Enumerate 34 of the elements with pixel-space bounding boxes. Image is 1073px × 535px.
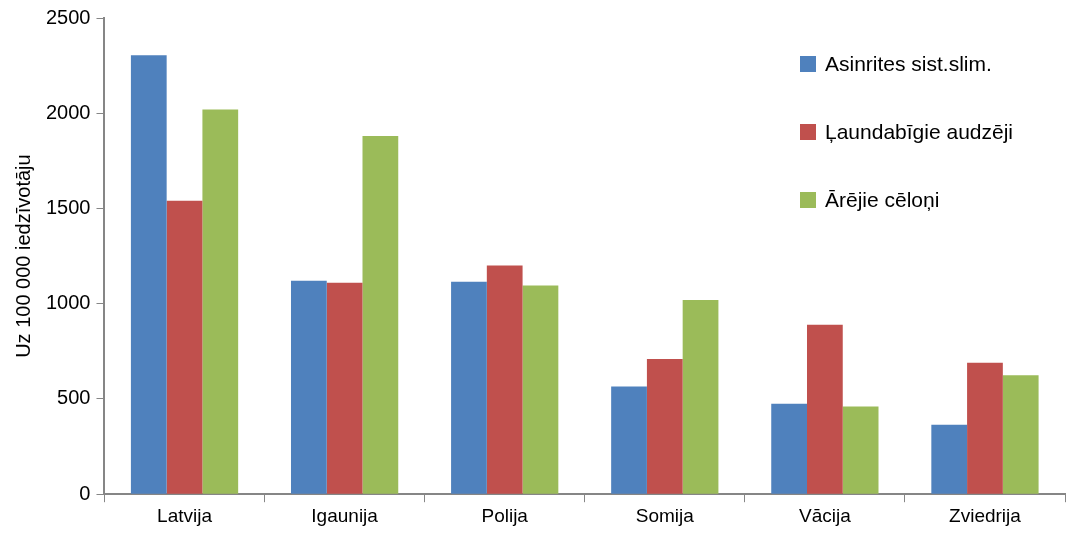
x-tick-label: Somija: [635, 504, 695, 526]
bar: [967, 362, 1003, 494]
bar: [451, 281, 487, 494]
legend-label: Ārējie cēloņi: [825, 188, 940, 212]
y-tick-label: 0: [79, 481, 91, 504]
bar: [202, 109, 239, 494]
bar: [362, 136, 399, 494]
y-axis-title: Uz 100 000 iedzīvotāju: [11, 154, 34, 358]
bar: [842, 406, 879, 494]
y-tick-label: 1500: [45, 196, 91, 218]
bar: [326, 282, 363, 494]
bar: [130, 55, 167, 494]
bar: [166, 200, 203, 494]
x-tick-label: Zviedrija: [949, 504, 1022, 526]
bar: [931, 424, 968, 494]
y-tick-label: 2500: [45, 5, 91, 28]
y-tick-label: 1000: [45, 291, 91, 314]
x-tick-label: Igaunija: [311, 504, 379, 526]
bar: [1002, 375, 1039, 494]
bar: [486, 265, 523, 494]
bar: [611, 386, 647, 494]
legend-label: Ļaundabīgie audzēji: [825, 120, 1013, 144]
legend-label: Asinrites sist.slim.: [825, 52, 992, 76]
y-tick-label: 500: [57, 386, 91, 409]
x-tick-label: Vācija: [799, 504, 852, 526]
bar: [807, 324, 843, 494]
bar: [290, 280, 327, 494]
bar: [682, 299, 719, 494]
x-tick-label: Polija: [481, 504, 529, 526]
x-tick-label: Latvija: [157, 504, 213, 526]
bar: [522, 285, 559, 494]
bar: [646, 358, 683, 494]
bar: [771, 403, 807, 494]
y-tick-label: 2000: [45, 100, 91, 123]
